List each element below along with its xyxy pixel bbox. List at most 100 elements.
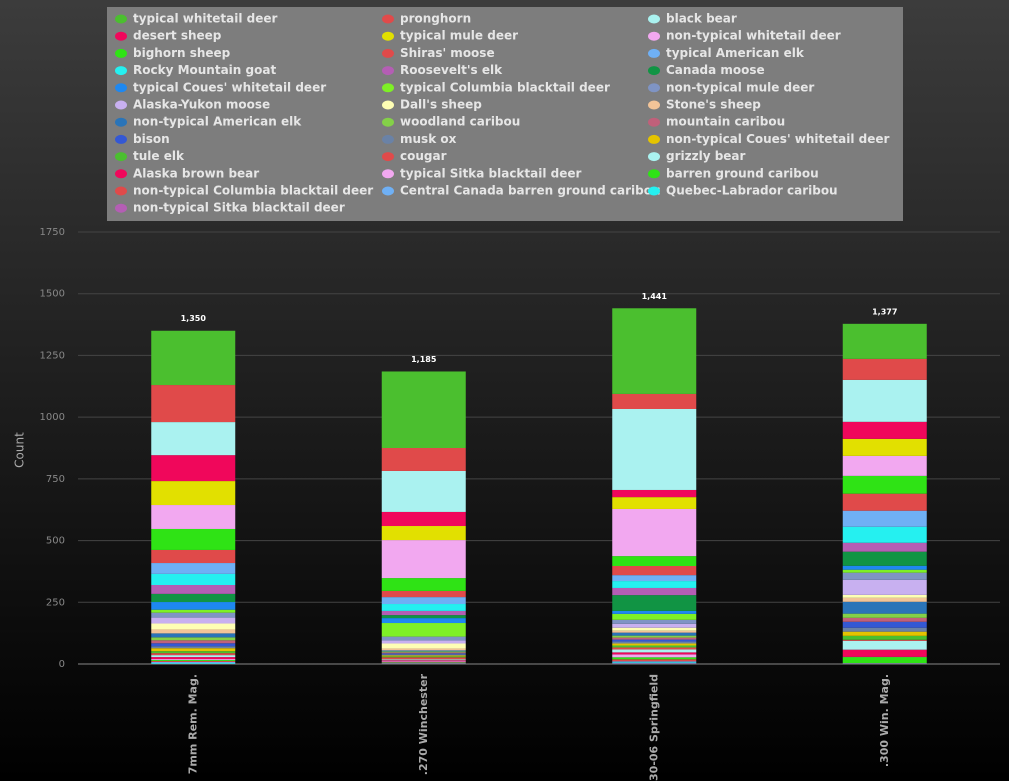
bar-segment (151, 585, 236, 594)
bar-segment (381, 651, 466, 653)
legend-label: musk ox (400, 132, 457, 146)
bar-segment (151, 657, 236, 660)
bar-segment (381, 470, 466, 512)
bar-segment (612, 610, 697, 614)
bar-segment (151, 648, 236, 652)
legend-marker (648, 134, 660, 144)
total-label: 1,377 (872, 308, 897, 317)
bar-segment (612, 647, 697, 650)
bar-segment (151, 633, 236, 638)
bar-segment (612, 661, 697, 663)
bar-segment (151, 602, 236, 610)
bar-segment (612, 635, 697, 638)
bar-segment (381, 578, 466, 591)
legend-label: Rocky Mountain goat (133, 63, 276, 77)
bar-segment (381, 610, 466, 616)
legend-label: desert sheep (133, 29, 222, 43)
legend-marker (648, 186, 660, 196)
bar-segment (842, 569, 927, 573)
bar-segment (151, 651, 236, 654)
bar-segment (612, 643, 697, 646)
legend-label: non-typical Coues' whitetail deer (666, 132, 890, 146)
bar-segment (381, 660, 466, 662)
bar-segment (151, 623, 236, 630)
bar-segment (381, 653, 466, 655)
bar-segment (842, 639, 927, 641)
total-label: 1,441 (642, 292, 668, 301)
bar-segment (612, 508, 697, 557)
bar-segment (612, 657, 697, 660)
x-tick-label: .30-06 Springfield (647, 674, 660, 781)
bar-segment (842, 594, 927, 598)
bar-segment (151, 662, 236, 664)
legend-label: Alaska brown bear (133, 166, 259, 180)
bar-segment (612, 663, 697, 664)
legend-marker (382, 48, 394, 58)
bar-segment (151, 659, 236, 661)
legend-marker (115, 66, 127, 76)
y-tick-label: 250 (46, 597, 65, 608)
y-tick-label: 1000 (40, 412, 65, 423)
bar-segment (612, 308, 697, 394)
bar-segment (842, 551, 927, 566)
bar-segment (842, 627, 927, 632)
y-tick-label: 1250 (40, 350, 65, 361)
legend-label: tule elk (133, 149, 185, 163)
bar-segment (381, 526, 466, 541)
legend-marker (115, 117, 127, 127)
bar-segment (842, 565, 927, 570)
legend-label: pronghorn (400, 12, 471, 26)
bar-segment (842, 542, 927, 552)
bar-segment (842, 455, 927, 476)
bar-segment (381, 623, 466, 637)
legend-label: non-typical Columbia blacktail deer (133, 184, 373, 198)
legend-label: Stone's sheep (666, 98, 761, 112)
bar-segment (151, 573, 236, 586)
legend-marker (382, 14, 394, 24)
bar-segment (842, 438, 927, 456)
bar-segment (151, 617, 236, 624)
bar-segment (842, 493, 927, 511)
bar-segment (381, 640, 466, 644)
bar-segment (151, 609, 236, 613)
bar-segment (612, 652, 697, 655)
legend-marker (382, 169, 394, 179)
legend-marker (382, 152, 394, 162)
bar-segment (151, 646, 236, 649)
bar-segment (612, 662, 697, 664)
bar-segment (612, 630, 697, 633)
legend-label: bighorn sheep (133, 46, 231, 60)
legend-marker (115, 152, 127, 162)
bar-segment (381, 540, 466, 579)
bar-segment (612, 619, 697, 624)
legend-label: bison (133, 132, 170, 146)
bar-segment (381, 656, 466, 658)
bar-segment (381, 636, 466, 641)
bar-segment (612, 623, 697, 628)
legend-label: grizzly bear (666, 149, 746, 163)
legend-marker (382, 100, 394, 110)
bar-segment (151, 661, 236, 663)
legend-marker (382, 31, 394, 41)
legend-marker (382, 186, 394, 196)
bar-segment (612, 659, 697, 662)
bar-segment (151, 385, 236, 423)
bar-segment (381, 643, 466, 649)
y-tick-label: 750 (46, 474, 65, 485)
legend-marker (648, 48, 660, 58)
legend-label: typical mule deer (400, 29, 518, 43)
y-tick-label: 1750 (40, 227, 65, 238)
bar-segment (381, 597, 466, 605)
bar-segment (612, 489, 697, 498)
bar-segment (842, 601, 927, 614)
bar-segment (612, 632, 697, 636)
legend-marker (115, 14, 127, 24)
bar-segment (842, 358, 927, 380)
legend-marker (115, 186, 127, 196)
bar-segment (842, 510, 927, 527)
bar-segment (612, 408, 697, 490)
bar-segment (842, 579, 927, 595)
bar-segment (612, 649, 697, 653)
bar-segment (612, 639, 697, 642)
